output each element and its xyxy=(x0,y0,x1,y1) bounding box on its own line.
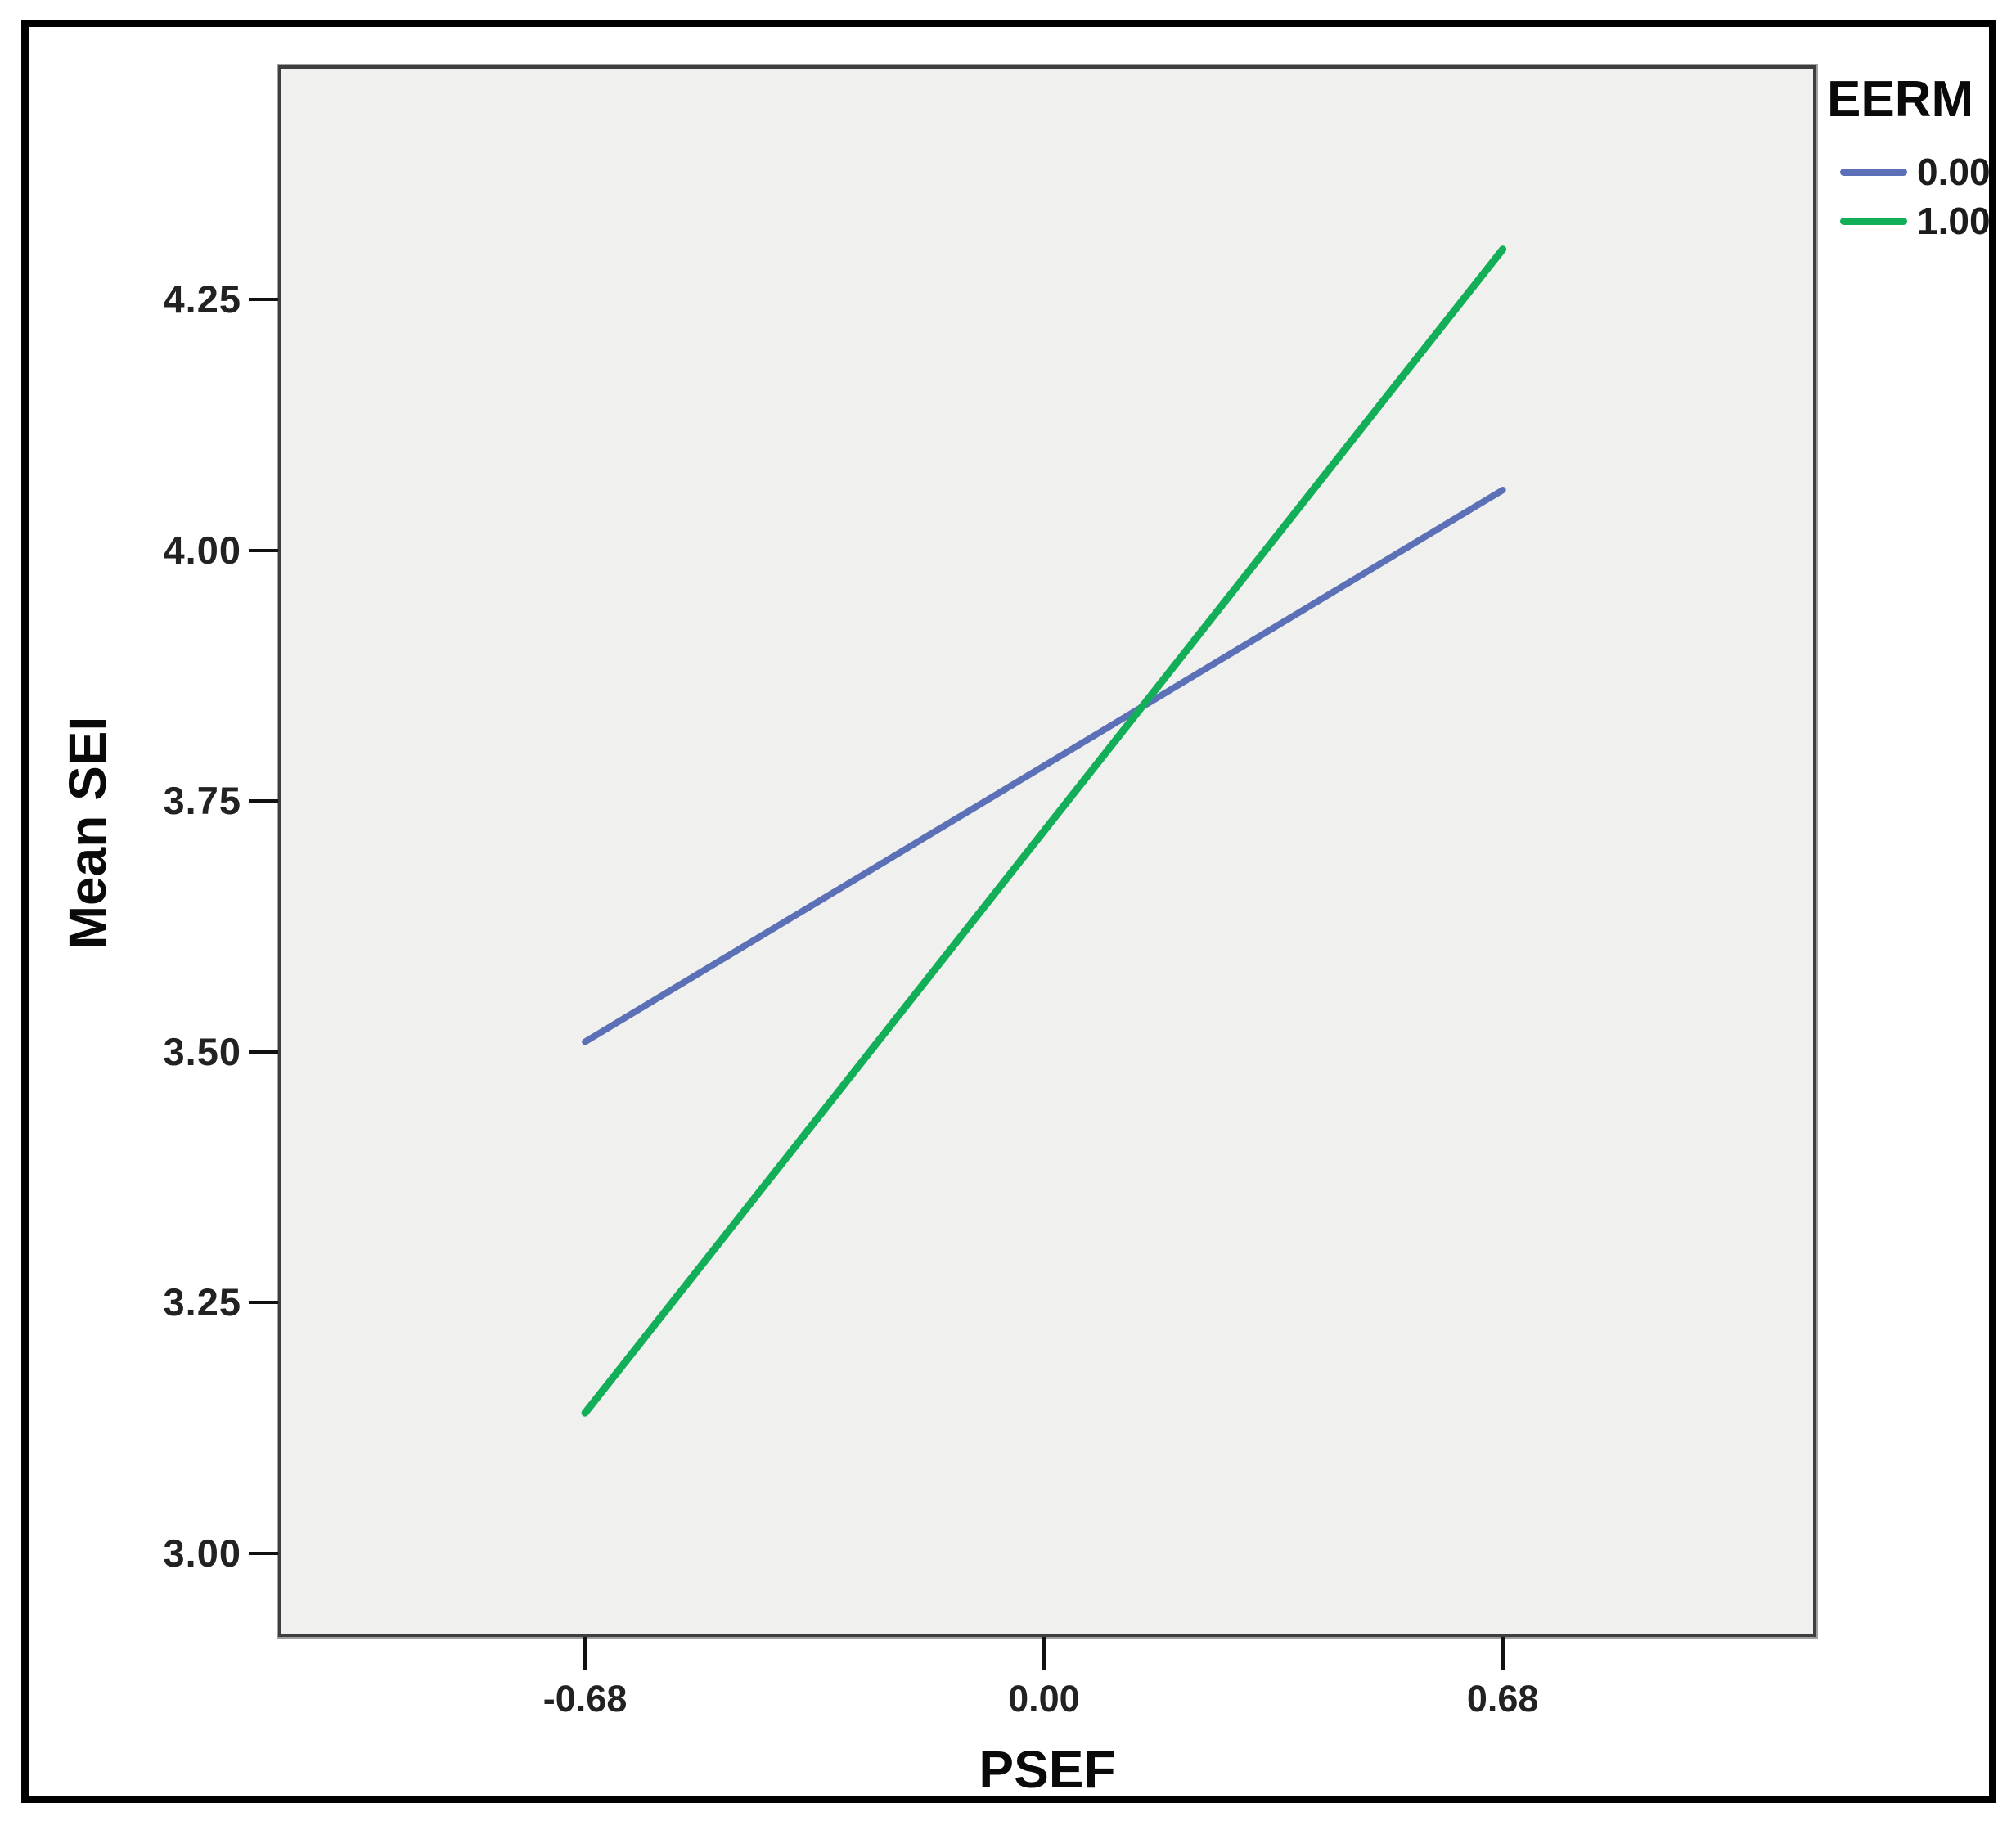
x-axis-title: PSEF xyxy=(979,1740,1116,1799)
plot-canvas xyxy=(581,245,1507,1417)
y-tick-mark xyxy=(249,1301,278,1305)
legend: EERM 0.00 1.00 xyxy=(1827,73,2016,245)
y-tick-mark xyxy=(249,298,278,302)
legend-line-swatch xyxy=(1840,217,1907,225)
y-tick-mark xyxy=(249,1551,278,1555)
figure-frame: Mean SEI PSEF 3.00 3.25 3.50 3.75 4.00 4.25 -0… xyxy=(21,20,1996,1803)
x-tick-label: 0.68 xyxy=(1466,1678,1539,1720)
y-tick-mark xyxy=(249,1050,278,1054)
legend-line-swatch xyxy=(1840,168,1907,176)
x-tick-label: 0.00 xyxy=(1008,1678,1080,1720)
legend-entry-1.00: 1.00 xyxy=(1827,196,2016,245)
x-tick-label: -0.68 xyxy=(542,1678,628,1720)
y-tick-mark xyxy=(249,548,278,552)
series-line-1.00 xyxy=(581,245,1507,1417)
legend-entry-label: 1.00 xyxy=(1917,200,1991,243)
x-tick-mark xyxy=(1501,1637,1505,1670)
series-line-0.00 xyxy=(582,487,1506,1045)
y-tick-label: 4.00 xyxy=(163,528,241,572)
y-tick-label: 3.75 xyxy=(163,779,241,823)
legend-entries: 0.00 1.00 xyxy=(1827,147,2016,245)
y-tick-label: 3.50 xyxy=(163,1029,241,1073)
y-axis-title: Mean SEI xyxy=(58,716,117,950)
x-tick-mark xyxy=(1042,1637,1046,1670)
legend-entry-0.00: 0.00 xyxy=(1827,147,2016,196)
y-tick-label: 3.00 xyxy=(163,1531,241,1575)
plot-area xyxy=(277,64,1818,1639)
y-tick-label: 4.25 xyxy=(163,277,241,321)
legend-title: EERM xyxy=(1827,71,1974,128)
y-tick-mark xyxy=(249,799,278,803)
x-tick-mark xyxy=(583,1637,587,1670)
y-tick-label: 3.25 xyxy=(163,1280,241,1324)
legend-entry-label: 0.00 xyxy=(1917,151,1991,194)
